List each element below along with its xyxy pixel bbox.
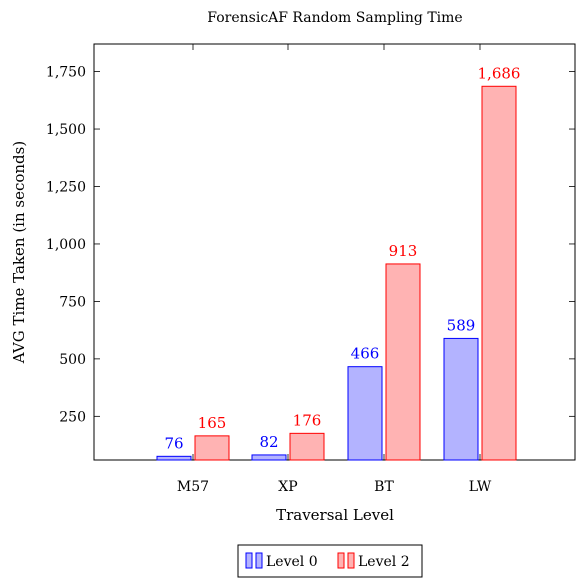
- chart-title: ForensicAF Random Sampling Time: [207, 10, 462, 26]
- y-tick-label: 1,000: [46, 237, 86, 253]
- y-tick-label: 500: [59, 352, 86, 368]
- legend-swatch: [255, 552, 263, 569]
- plot-area: [93, 43, 576, 461]
- y-tick-label: 750: [59, 294, 86, 310]
- y-tick-label: 1,500: [46, 122, 86, 138]
- bar-level-2-lw: [481, 85, 517, 461]
- bar-level-2-bt: [385, 263, 421, 461]
- data-label: 82: [259, 433, 278, 451]
- x-axis-label: Traversal Level: [276, 506, 394, 524]
- legend-box: [237, 544, 423, 578]
- bar-level-0-xp: [251, 454, 287, 461]
- bar-level-0-bt: [347, 366, 383, 461]
- y-tick-label: 1,750: [46, 65, 86, 81]
- x-tick-label: XP: [278, 479, 297, 495]
- y-axis-ticks: 250 500 750 1,000 1,250 1,500 1,750: [46, 65, 575, 425]
- data-label: 165: [198, 414, 227, 432]
- legend: Level 0 Level 2: [237, 544, 423, 578]
- bars: [156, 85, 517, 461]
- data-label: 913: [389, 242, 418, 260]
- legend-swatch: [347, 552, 355, 569]
- y-tick-label: 1,250: [46, 179, 86, 195]
- data-label: 466: [351, 345, 380, 363]
- x-tick-label: M57: [177, 479, 209, 495]
- legend-label: Level 0: [266, 554, 318, 570]
- legend-swatch: [245, 552, 253, 569]
- data-label: 589: [447, 316, 476, 334]
- bar-level-0-lw: [443, 337, 479, 461]
- bar-level-0-m57: [156, 455, 192, 461]
- data-label: 1,686: [478, 64, 521, 82]
- data-label: 176: [293, 411, 322, 429]
- data-labels: 76 82 466 589 165 176 913 1,686: [164, 64, 520, 452]
- x-axis-ticks: M57 XP BT LW: [177, 44, 492, 495]
- x-tick-label: LW: [469, 479, 492, 495]
- bar-level-2-m57: [194, 435, 230, 461]
- y-tick-label: 250: [59, 409, 86, 425]
- data-label: 76: [164, 434, 183, 452]
- legend-swatch: [337, 552, 345, 569]
- bar-level-2-xp: [289, 432, 325, 461]
- y-axis-label: AVG Time Taken (in seconds): [10, 141, 28, 364]
- legend-label: Level 2: [358, 554, 410, 570]
- x-tick-label: BT: [374, 479, 394, 495]
